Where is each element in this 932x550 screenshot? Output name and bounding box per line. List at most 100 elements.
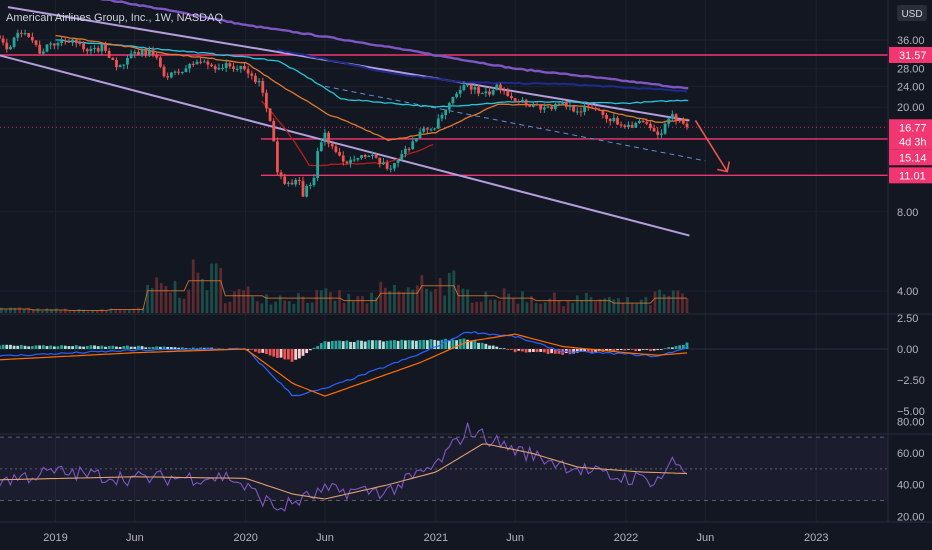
candle-body[interactable] — [49, 43, 53, 45]
candle-body[interactable] — [341, 155, 345, 162]
candle-body[interactable] — [663, 123, 667, 134]
candle-body[interactable] — [400, 153, 404, 161]
candle-body[interactable] — [158, 57, 162, 67]
candle-body[interactable] — [122, 64, 126, 66]
candle-body[interactable] — [180, 72, 184, 74]
candle-body[interactable] — [649, 123, 652, 129]
candle-body[interactable] — [118, 65, 122, 68]
rsi-ma-line[interactable] — [0, 443, 688, 500]
candle-body[interactable] — [12, 37, 16, 47]
candle-body[interactable] — [656, 131, 660, 135]
candle-body[interactable] — [30, 36, 34, 41]
macd-pane[interactable] — [0, 331, 888, 397]
candle-body[interactable] — [605, 114, 608, 119]
candle-body[interactable] — [374, 154, 378, 158]
candle-body[interactable] — [166, 76, 170, 78]
candle-body[interactable] — [535, 104, 539, 106]
candle-body[interactable] — [184, 68, 188, 73]
candle-body[interactable] — [1, 38, 5, 43]
candle-body[interactable] — [56, 43, 60, 46]
candle-body[interactable] — [553, 103, 557, 110]
candle-body[interactable] — [257, 81, 261, 83]
candle-body[interactable] — [619, 124, 623, 126]
candle-body[interactable] — [224, 63, 228, 68]
candle-body[interactable] — [393, 163, 396, 169]
candle-body[interactable] — [568, 105, 572, 107]
candle-body[interactable] — [78, 42, 82, 44]
candle-body[interactable] — [191, 63, 195, 65]
candle-body[interactable] — [586, 105, 590, 108]
candle-body[interactable] — [286, 182, 290, 184]
candle-body[interactable] — [667, 118, 671, 124]
candle-body[interactable] — [268, 108, 272, 122]
candle-body[interactable] — [115, 59, 118, 68]
candle-body[interactable] — [155, 54, 159, 58]
candle-body[interactable] — [82, 43, 85, 50]
candle-body[interactable] — [173, 71, 177, 73]
candle-body[interactable] — [678, 120, 682, 122]
candle-body[interactable] — [579, 111, 583, 113]
candle-body[interactable] — [414, 138, 418, 142]
candle-body[interactable] — [542, 107, 546, 110]
candle-body[interactable] — [681, 120, 685, 124]
candle-body[interactable] — [484, 91, 488, 94]
rsi-line[interactable] — [0, 422, 688, 512]
candle-body[interactable] — [345, 161, 349, 164]
candle-body[interactable] — [575, 111, 579, 113]
candle-body[interactable] — [41, 51, 45, 54]
candle-body[interactable] — [232, 66, 235, 69]
candle-body[interactable] — [45, 44, 49, 52]
currency-badge[interactable]: USD — [897, 5, 927, 21]
candle-body[interactable] — [418, 131, 422, 139]
candle-body[interactable] — [23, 33, 27, 35]
candle-body[interactable] — [275, 141, 279, 173]
candle-body[interactable] — [210, 64, 213, 67]
candle-body[interactable] — [440, 115, 444, 119]
candle-body[interactable] — [323, 132, 327, 143]
candle-body[interactable] — [447, 103, 451, 110]
candle-body[interactable] — [60, 40, 64, 44]
candle-body[interactable] — [583, 105, 586, 113]
candle-body[interactable] — [349, 159, 352, 164]
candle-body[interactable] — [627, 124, 630, 128]
candle-body[interactable] — [316, 151, 320, 179]
candle-body[interactable] — [436, 118, 440, 129]
candle-body[interactable] — [319, 142, 323, 152]
candle-body[interactable] — [206, 61, 210, 65]
candle-body[interactable] — [433, 128, 437, 130]
candle-body[interactable] — [228, 63, 232, 67]
candle-body[interactable] — [462, 85, 466, 90]
candle-body[interactable] — [221, 67, 224, 69]
candle-body[interactable] — [528, 104, 532, 107]
candle-body[interactable] — [290, 182, 294, 185]
main-pane[interactable] — [0, 0, 888, 313]
candle-body[interactable] — [477, 87, 480, 94]
candle-body[interactable] — [169, 72, 173, 78]
candle-body[interactable] — [217, 67, 221, 70]
candle-body[interactable] — [455, 93, 458, 98]
candle-body[interactable] — [0, 35, 1, 39]
candle-body[interactable] — [301, 181, 305, 197]
candle-body[interactable] — [491, 90, 495, 95]
candle-body[interactable] — [312, 178, 316, 186]
candle-body[interactable] — [195, 61, 199, 65]
candle-body[interactable] — [396, 160, 400, 164]
candle-body[interactable] — [590, 107, 594, 109]
candle-body[interactable] — [403, 148, 407, 154]
candle-body[interactable] — [612, 117, 616, 122]
candle-body[interactable] — [334, 146, 338, 153]
candle-body[interactable] — [385, 162, 389, 169]
candle-body[interactable] — [9, 46, 12, 50]
candle-body[interactable] — [634, 122, 638, 128]
channel-lower-line[interactable] — [0, 53, 690, 237]
candle-body[interactable] — [352, 159, 356, 161]
candle-body[interactable] — [235, 68, 239, 70]
candle-body[interactable] — [513, 98, 517, 102]
candle-body[interactable] — [597, 109, 601, 111]
moving-average-line[interactable] — [55, 39, 689, 108]
candle-body[interactable] — [495, 84, 499, 91]
candle-body[interactable] — [360, 155, 363, 158]
candle-body[interactable] — [458, 89, 462, 94]
candle-body[interactable] — [670, 114, 674, 119]
candle-body[interactable] — [557, 103, 561, 105]
